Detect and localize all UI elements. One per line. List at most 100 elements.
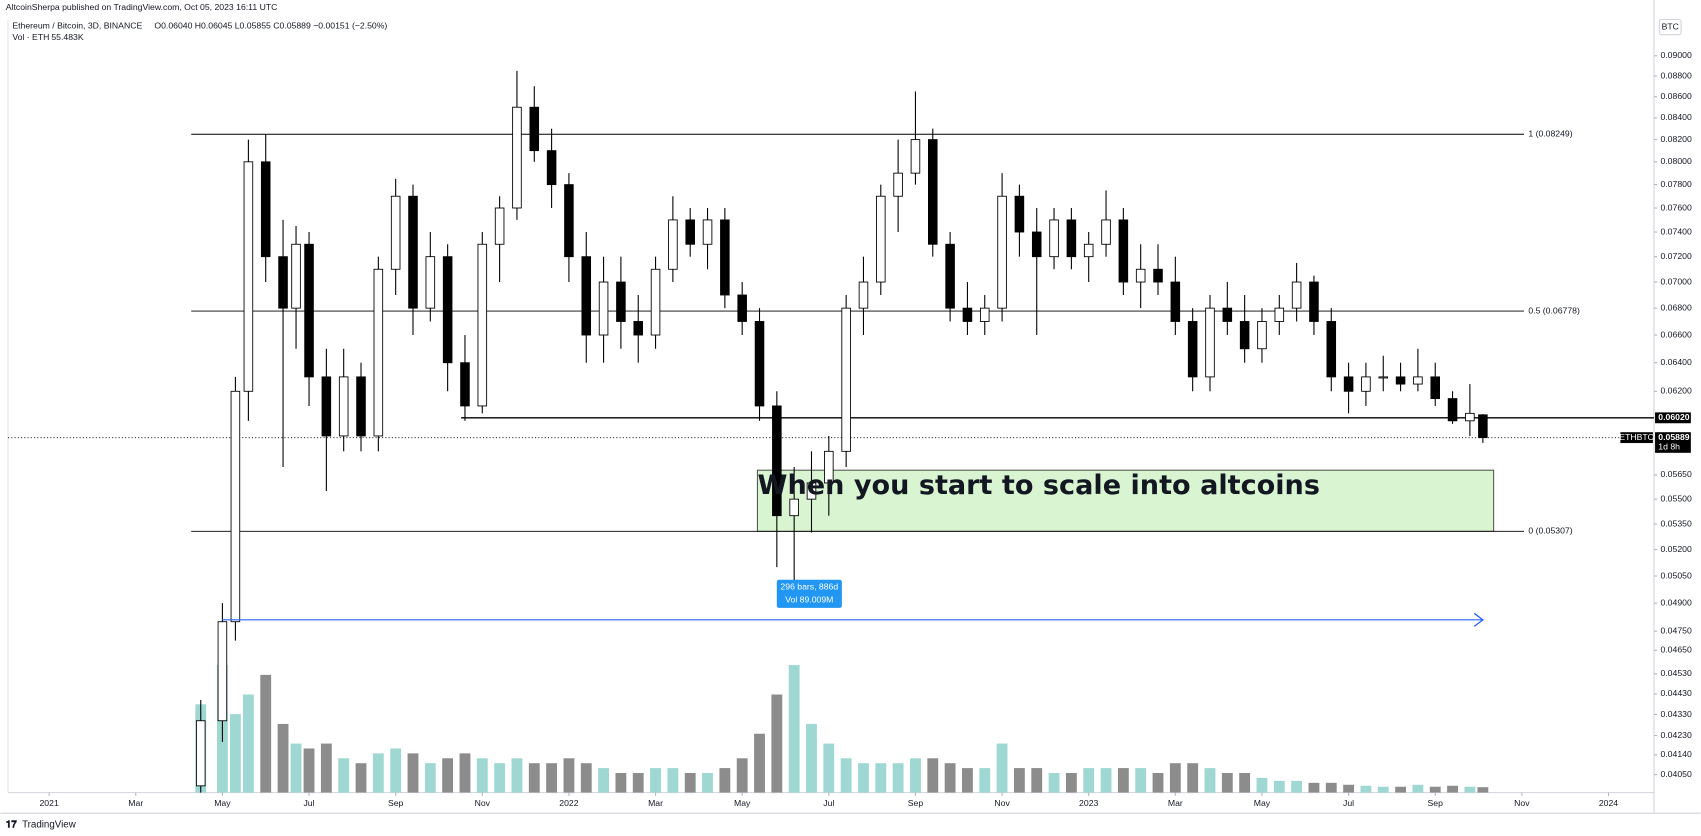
candle-body: [1170, 281, 1181, 322]
currency[interactable]: BTC: [1662, 21, 1679, 31]
volume-bar: [442, 758, 454, 793]
volume-bar: [875, 763, 887, 793]
volume-bar: [424, 763, 436, 793]
candle-body: [1361, 376, 1371, 392]
x-tick-label: 2022: [559, 798, 578, 808]
candle-body: [304, 243, 314, 378]
volume-bar: [407, 753, 419, 793]
y-tick-label: 0.04230: [1660, 730, 1691, 740]
y-tick-label: 0.08000: [1660, 156, 1691, 166]
candle-body: [1447, 398, 1458, 422]
candle-body: [460, 362, 470, 407]
candle-body: [564, 184, 574, 258]
y-tick-label: 0.04140: [1660, 749, 1691, 759]
candle-body: [1378, 376, 1389, 379]
y-tick-label: 0.05350: [1660, 518, 1691, 528]
x-tick-label: Jul: [303, 798, 314, 808]
candle-body: [928, 139, 938, 245]
volume-bar: [1239, 773, 1251, 793]
candle-body: [1153, 268, 1163, 283]
candle-body: [1343, 376, 1354, 392]
y-tick-label: 0.08800: [1660, 70, 1691, 80]
volume-bar: [771, 694, 783, 793]
candle-body: [1014, 195, 1025, 233]
candle-body: [1257, 321, 1267, 350]
volume-bar: [1447, 785, 1458, 793]
volume-bar: [1377, 786, 1389, 793]
fib-label: 0.5 (0.06778): [1528, 305, 1580, 315]
x-tick-label: May: [734, 798, 751, 808]
candle-body: [650, 268, 661, 336]
currency-box[interactable]: [1658, 18, 1682, 36]
publisher: AltcoinSherpa published on TradingView.c…: [6, 2, 278, 12]
volume-bar: [736, 758, 748, 793]
y-tick-label: 0.06200: [1660, 386, 1691, 396]
volume-bar: [277, 723, 289, 793]
candle-body: [546, 150, 557, 186]
volume-bar: [1477, 787, 1489, 793]
y-tick-label: 0.04530: [1660, 668, 1691, 678]
y-tick-label: 0.08400: [1660, 112, 1691, 122]
candle-body: [260, 161, 271, 258]
volume-bar: [632, 773, 644, 793]
candle-body: [243, 161, 254, 392]
candle-body: [1274, 307, 1285, 322]
candle-body: [1291, 281, 1302, 309]
y-tick-label: 0.07400: [1660, 226, 1691, 236]
volume-bar: [390, 748, 402, 793]
measure-box: [776, 579, 842, 608]
volume-bar: [320, 743, 332, 793]
candle-body: [230, 390, 241, 623]
candle-body: [1395, 376, 1406, 385]
candle-body: [529, 106, 540, 152]
x-tick-label: Jul: [823, 798, 834, 808]
x-tick-label: 2024: [1599, 798, 1618, 808]
candle-body: [789, 498, 799, 517]
volume-bar: [806, 723, 817, 793]
candle-body: [338, 376, 349, 437]
volume-bar: [1187, 763, 1199, 793]
candle-body: [512, 106, 522, 209]
symbol-box: [1620, 432, 1653, 444]
candle-body: [356, 376, 366, 437]
logo-mark: 𝟏𝟕: [6, 820, 17, 831]
volume-bar: [1065, 773, 1077, 793]
candle-body: [685, 219, 695, 245]
volume-bar: [580, 763, 592, 793]
volume-bar: [1135, 768, 1147, 793]
candle-body: [616, 281, 626, 322]
x-tick-label: 2023: [1079, 798, 1098, 808]
y-tick-label: 0.04330: [1660, 709, 1691, 719]
volume-bar: [1429, 786, 1441, 793]
candle-body: [195, 720, 206, 787]
candle-body: [1187, 321, 1198, 378]
volume-value: 55.483K: [51, 32, 83, 42]
candle-body: [278, 256, 288, 309]
candle-body: [962, 307, 973, 322]
volume-bar: [1117, 768, 1129, 793]
volume-bar: [563, 758, 575, 793]
volume-bar: [788, 665, 800, 793]
candle-body: [1239, 321, 1250, 350]
y-tick-label: 0.04900: [1660, 597, 1691, 607]
zone-text: When you start to scale into altcoins: [758, 470, 1320, 501]
candle-body: [806, 482, 817, 500]
volume-bar: [1169, 763, 1181, 793]
y-tick-label: 0.05050: [1660, 570, 1691, 580]
volume-bar: [684, 773, 696, 793]
candle-body: [442, 256, 453, 364]
candle-body: [390, 195, 401, 270]
candle-body: [1465, 412, 1475, 422]
fib-label: 1 (0.08249): [1528, 129, 1572, 139]
volume-bar: [1308, 782, 1320, 793]
volume-bar: [1256, 777, 1268, 793]
y-tick-label: 0.05200: [1660, 544, 1691, 554]
volume-bar: [996, 743, 1008, 793]
candle-body: [893, 172, 903, 197]
candle-body: [425, 256, 436, 309]
volume-bar: [355, 763, 367, 793]
candle-body: [1413, 376, 1423, 385]
candle-body: [1031, 231, 1042, 258]
x-tick-label: Nov: [475, 798, 491, 808]
candle-body: [772, 405, 782, 517]
